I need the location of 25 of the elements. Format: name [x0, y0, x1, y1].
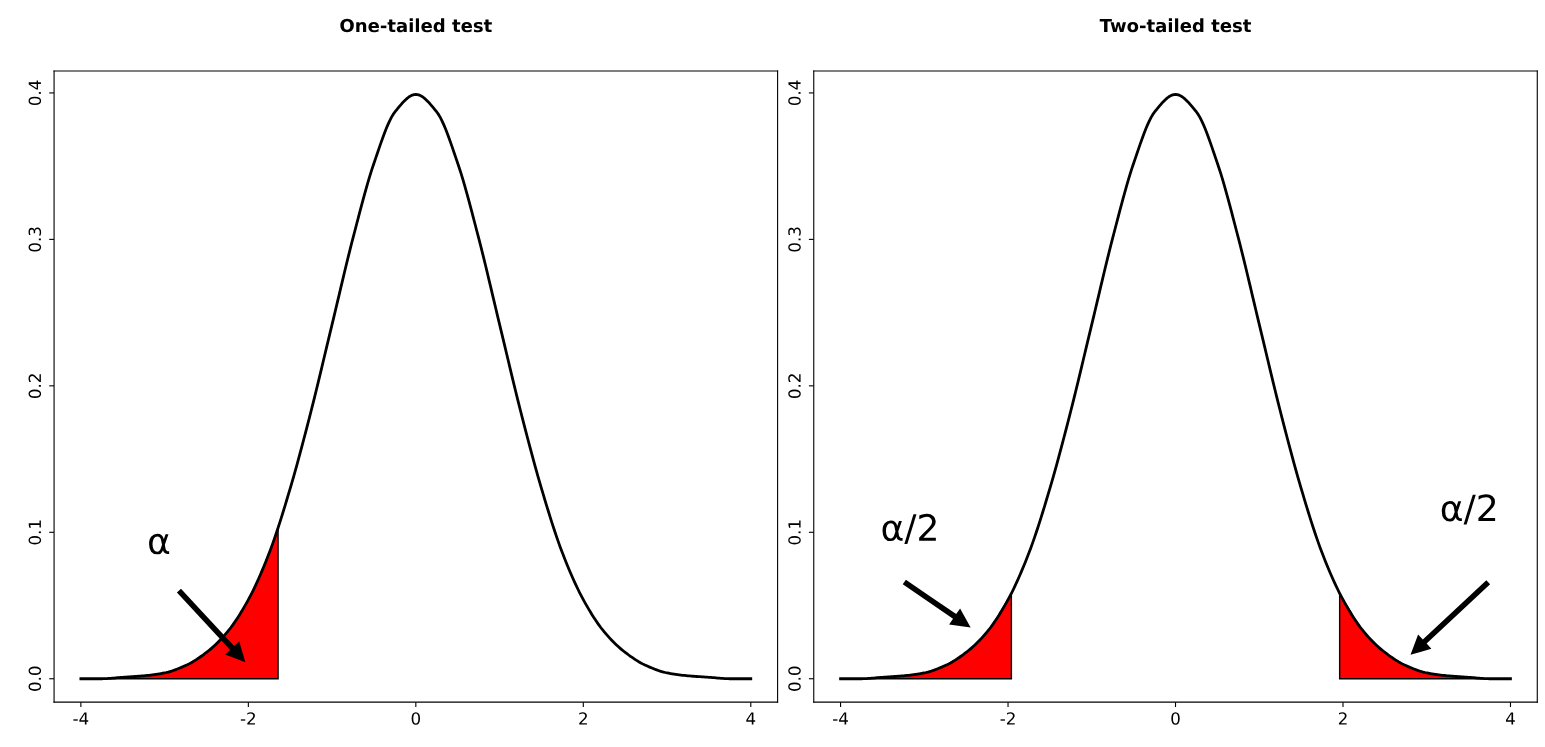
x-tick-label: 4: [746, 712, 756, 725]
x-tick-label: -4: [73, 712, 89, 725]
x-tick-label: -2: [1000, 712, 1015, 725]
y-tick-label: 0.3: [28, 227, 42, 252]
annotation: α: [149, 533, 170, 555]
annotation: α/2: [882, 513, 936, 545]
x-tick-label: 2: [579, 712, 587, 725]
y-tick-label: 0.0: [788, 666, 801, 691]
x-tick-label: 2: [1338, 712, 1347, 725]
y-tick-label: 0.3: [788, 227, 801, 252]
y-tick-label: 0.0: [28, 666, 42, 691]
y-tick-label: 0.4: [788, 80, 801, 106]
y-tick-label: 0.1: [28, 520, 42, 545]
chart-title: One-tailed test: [340, 18, 492, 33]
x-tick-label: -2: [240, 712, 255, 725]
annotation: α/2: [1441, 494, 1496, 525]
y-tick-label: 0.4: [28, 80, 42, 106]
y-tick-label: 0.1: [788, 520, 801, 545]
x-tick-label: 0: [411, 712, 421, 725]
y-tick-label: 0.2: [788, 374, 801, 398]
x-tick-label: -4: [833, 712, 848, 725]
chart-title: Two-tailed test: [1099, 18, 1252, 33]
x-tick-label: 4: [1505, 712, 1515, 725]
x-tick-label: 0: [1171, 712, 1180, 725]
y-tick-label: 0.2: [28, 374, 42, 398]
